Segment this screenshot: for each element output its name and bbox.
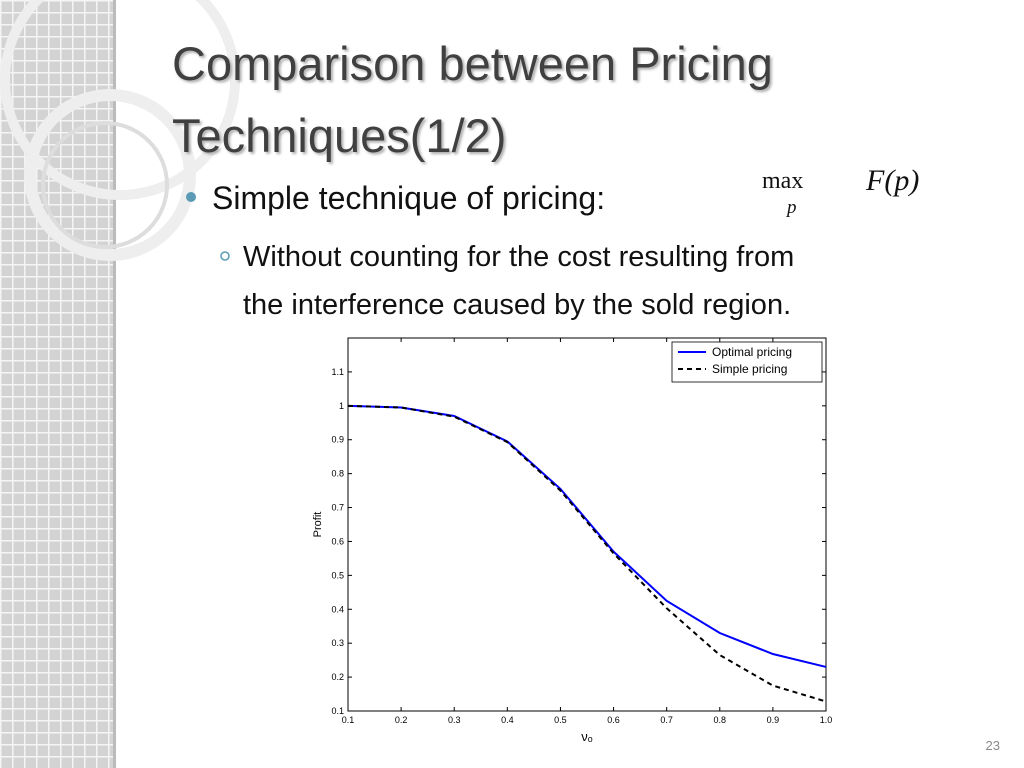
title-line: Comparison between Pricing: [172, 37, 773, 90]
sub-bullet-marker: [220, 251, 230, 261]
legend-label: Optimal pricing: [712, 345, 792, 359]
plot-area: [347, 337, 827, 712]
x-tick-label: 0.5: [554, 715, 567, 725]
page-number: 23: [986, 738, 1000, 753]
x-axis-label: νₒ: [581, 729, 593, 744]
bullet-text: Simple technique of pricing:: [212, 180, 605, 216]
x-tick-label: 0.9: [767, 715, 780, 725]
x-tick-label: 0.1: [342, 715, 355, 725]
y-tick-label: 1.1: [331, 367, 344, 377]
y-tick-label: 0.2: [331, 672, 344, 682]
y-axis-label: Profit: [312, 512, 324, 538]
x-tick-label: 0.4: [501, 715, 514, 725]
y-tick-label: 0.9: [331, 435, 344, 445]
y-tick-label: 0.6: [331, 536, 344, 546]
x-tick-label: 0.2: [395, 715, 408, 725]
formula-op: max: [762, 168, 803, 194]
decor-circles: [0, 0, 240, 261]
bullet-marker: [186, 192, 196, 202]
series-line: [347, 404, 827, 703]
x-tick-label: 0.8: [714, 715, 727, 725]
sub-bullet-text: the interference caused by the sold regi…: [243, 289, 791, 321]
y-tick-label: 0.5: [331, 570, 344, 580]
y-tick-label: 0.4: [331, 604, 344, 614]
sub-bullet-text: Without counting for the cost resulting …: [243, 241, 794, 273]
formula-expr: F(p): [865, 164, 919, 197]
legend-box: [671, 341, 823, 383]
formula-sub: p: [785, 197, 797, 218]
title-line: Techniques(1/2): [172, 109, 506, 162]
x-tick-label: 0.6: [607, 715, 620, 725]
side-border: [113, 0, 116, 768]
x-tick-label: 0.7: [660, 715, 673, 725]
series-line: [347, 404, 827, 668]
y-tick-label: 0.1: [331, 706, 344, 716]
y-tick-label: 0.7: [331, 503, 344, 513]
chart: 0.1 0.2 0.3 0.4 0.5 0.6 0.7 0.8 0.9 1 1.1 0.1 0.2 0.3…: [312, 337, 833, 744]
x-tick-label: 0.3: [448, 715, 461, 725]
y-tick-label: 0.3: [331, 638, 344, 648]
legend-label: Simple pricing: [712, 362, 787, 376]
y-tick-label: 1: [339, 401, 344, 411]
y-tick-label: 0.8: [331, 469, 344, 479]
x-tick-label: 1.0: [820, 715, 833, 725]
